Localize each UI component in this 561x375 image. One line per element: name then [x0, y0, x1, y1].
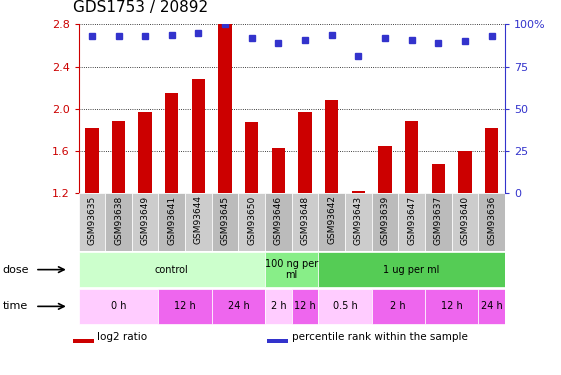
Bar — [79, 193, 105, 251]
Bar — [85, 128, 99, 193]
Bar — [265, 193, 292, 251]
Bar — [272, 148, 285, 193]
Text: 2 h: 2 h — [390, 302, 406, 311]
Bar — [371, 193, 398, 251]
Bar — [425, 193, 452, 251]
Text: GSM93638: GSM93638 — [114, 195, 123, 245]
Text: GSM93648: GSM93648 — [301, 195, 310, 244]
Text: GSM93645: GSM93645 — [220, 195, 229, 244]
Bar — [485, 128, 498, 193]
Bar — [292, 289, 319, 324]
Bar — [185, 193, 212, 251]
Text: GSM93642: GSM93642 — [327, 195, 336, 244]
Text: GSM93641: GSM93641 — [167, 195, 176, 244]
Bar — [132, 193, 159, 251]
Bar — [431, 164, 445, 193]
Text: GSM93650: GSM93650 — [247, 195, 256, 245]
Text: 24 h: 24 h — [481, 302, 503, 311]
Text: GSM93649: GSM93649 — [141, 195, 150, 244]
Bar — [212, 289, 265, 324]
Text: log2 ratio: log2 ratio — [97, 332, 147, 342]
Bar — [398, 193, 425, 251]
Text: 100 ng per
ml: 100 ng per ml — [265, 259, 318, 280]
Text: GSM93636: GSM93636 — [487, 195, 496, 245]
Bar — [325, 100, 338, 193]
Bar — [319, 193, 345, 251]
Text: GSM93646: GSM93646 — [274, 195, 283, 244]
Text: 12 h: 12 h — [294, 302, 316, 311]
Text: GSM93635: GSM93635 — [88, 195, 96, 245]
Text: GSM93637: GSM93637 — [434, 195, 443, 245]
Text: 0 h: 0 h — [111, 302, 126, 311]
Text: GSM93647: GSM93647 — [407, 195, 416, 244]
Text: control: control — [155, 265, 188, 274]
Bar — [218, 24, 232, 193]
Bar — [192, 79, 205, 193]
Bar — [139, 112, 152, 193]
Bar — [452, 193, 478, 251]
Text: 0.5 h: 0.5 h — [333, 302, 357, 311]
Bar — [292, 193, 319, 251]
Bar — [159, 289, 212, 324]
Bar — [298, 112, 312, 193]
Text: 12 h: 12 h — [441, 302, 462, 311]
Text: GDS1753 / 20892: GDS1753 / 20892 — [73, 0, 208, 15]
Bar — [212, 193, 238, 251]
Bar — [245, 123, 259, 193]
Bar — [265, 289, 292, 324]
Bar — [378, 146, 392, 193]
Bar — [73, 339, 94, 343]
Bar — [165, 93, 178, 193]
Bar — [425, 289, 478, 324]
Text: GSM93639: GSM93639 — [380, 195, 389, 245]
Text: 12 h: 12 h — [174, 302, 196, 311]
Bar — [352, 191, 365, 193]
Bar — [458, 151, 472, 193]
Bar — [265, 252, 319, 287]
Text: 2 h: 2 h — [270, 302, 286, 311]
Text: 24 h: 24 h — [228, 302, 249, 311]
Bar — [319, 252, 505, 287]
Bar — [345, 193, 371, 251]
Bar — [112, 122, 125, 193]
Bar — [79, 252, 265, 287]
Bar — [267, 339, 288, 343]
Text: dose: dose — [3, 265, 29, 274]
Bar — [405, 122, 419, 193]
Text: GSM93643: GSM93643 — [354, 195, 363, 244]
Bar — [371, 289, 425, 324]
Text: percentile rank within the sample: percentile rank within the sample — [292, 332, 467, 342]
Text: 1 ug per ml: 1 ug per ml — [384, 265, 440, 274]
Bar — [105, 193, 132, 251]
Bar — [159, 193, 185, 251]
Text: time: time — [3, 302, 28, 311]
Bar — [238, 193, 265, 251]
Bar — [478, 289, 505, 324]
Text: GSM93640: GSM93640 — [461, 195, 470, 244]
Text: GSM93644: GSM93644 — [194, 195, 203, 244]
Bar — [319, 289, 371, 324]
Bar — [478, 193, 505, 251]
Bar — [79, 289, 159, 324]
